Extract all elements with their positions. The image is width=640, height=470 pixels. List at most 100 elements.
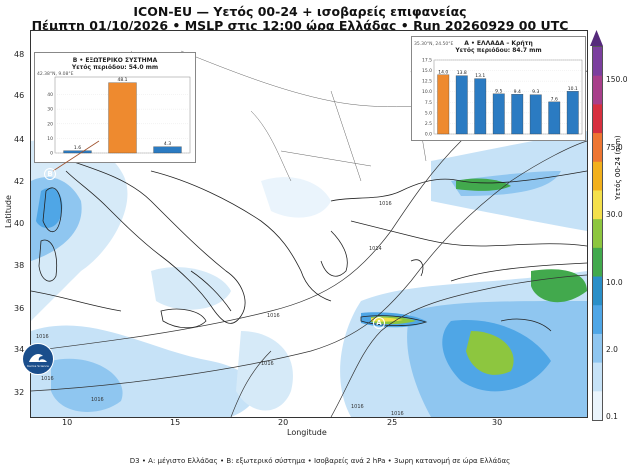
y-tick-label: 46 — [14, 91, 25, 100]
colorbar-segment — [593, 333, 602, 364]
inset-bar-label: 14.0 — [438, 69, 448, 75]
isobar-label: 1016 — [261, 361, 274, 367]
inset-bar — [492, 93, 505, 135]
x-tick-label: 15 — [170, 418, 181, 427]
inset-bar — [511, 94, 524, 135]
brand-logo: Kairos Science — [22, 343, 54, 375]
colorbar-label: 2.0 — [606, 345, 618, 354]
colorbar-segment — [593, 75, 602, 105]
inset-y-tick: 0.0 — [425, 132, 432, 138]
colorbar-segment — [593, 276, 602, 306]
inset-y-tick: 10 — [47, 136, 53, 142]
x-tick-label: 30 — [492, 418, 503, 427]
inset-y-tick: 17.5 — [422, 58, 432, 64]
y-tick-label: 34 — [14, 345, 25, 354]
marker-a[interactable]: Α — [373, 317, 385, 329]
colorbar-title: Υετός 00-24 (mm) — [614, 135, 622, 200]
inset-b-subtitle: Υετός περιόδου: 54.0 mm — [71, 64, 159, 71]
y-tick-label: 40 — [14, 219, 25, 228]
isobar-label: 1016 — [379, 201, 392, 207]
inset-y-tick: 7.5 — [425, 100, 432, 106]
inset-bar-label: 4.3 — [164, 141, 171, 147]
inset-b-chart: Β • ΕΞΩΤΕΡΙΚΟ ΣΥΣΤΗΜΑ Υετός περιόδου: 54… — [34, 52, 196, 163]
colorbar-extend-arrow — [590, 30, 603, 46]
isobar-label: 1016 — [391, 411, 404, 417]
inset-y-tick: 0 — [50, 151, 53, 157]
precipitation-shading — [31, 131, 587, 417]
inset-a-subtitle: Υετός περιόδου: 84.7 mm — [455, 47, 542, 54]
inset-y-tick: 12.5 — [422, 79, 432, 85]
isobar-label: 1016 — [41, 376, 54, 382]
colorbar-label: 150.0 — [606, 75, 628, 84]
inset-a-title: Α • ΕΛΛΑΔΑ – Κρήτη — [464, 40, 533, 47]
y-tick-label: 32 — [14, 388, 25, 397]
colorbar-segment — [593, 219, 602, 249]
isobar-label: 1016 — [351, 404, 364, 410]
colorbar — [592, 46, 603, 421]
x-tick-label: 25 — [387, 418, 398, 427]
colorbar-segment — [593, 104, 602, 134]
coastlines — [31, 160, 587, 332]
inset-b-coords: 42.38°N, 9.08°E — [37, 72, 74, 77]
inset-bar-label: 10.1 — [568, 86, 578, 92]
y-tick-label: 44 — [14, 135, 25, 144]
colorbar-label: 10.0 — [606, 278, 623, 287]
colorbar-label: 75.0 — [606, 143, 623, 152]
colorbar-segment — [593, 362, 602, 392]
y-tick-label: 42 — [14, 177, 25, 186]
inset-bar-label: 48.1 — [117, 77, 127, 83]
colorbar-scale — [593, 47, 602, 420]
colorbar-segment — [593, 47, 602, 77]
isobar-label: 1016 — [267, 313, 280, 319]
marker-b-label: Β — [47, 170, 53, 178]
inset-a-plot: 17.5 15.0 12.5 10.0 7.5 5.0 2.5 0.0 14.0 13.8 13.1… — [422, 58, 583, 138]
inset-bar-label: 1.6 — [74, 145, 81, 151]
colorbar-segment — [593, 161, 602, 191]
wave-icon — [29, 354, 47, 362]
logo-text: Kairos Science — [27, 364, 49, 368]
colorbar-segment — [593, 247, 602, 278]
inset-a-coords: 35.30°N, 24.50°E — [414, 42, 454, 47]
inset-y-tick: 20 — [47, 121, 53, 127]
map-subtitle: Πέμπτη 01/10/2026 • MSLP στις 12:00 ώρα … — [31, 18, 569, 33]
inset-y-tick: 15.0 — [422, 68, 432, 74]
y-tick-label: 38 — [14, 261, 25, 270]
inset-bar — [437, 74, 450, 135]
inset-b-title: Β • ΕΞΩΤΕΡΙΚΟ ΣΥΣΤΗΜΑ — [72, 57, 158, 64]
colorbar-segment — [593, 305, 602, 335]
inset-y-tick: 2.5 — [425, 121, 432, 127]
colorbar-segment — [593, 391, 602, 420]
x-axis-label: Longitude — [287, 428, 327, 437]
isobar-label: 1016 — [91, 397, 104, 403]
inset-bar-label: 9.3 — [532, 89, 539, 95]
colorbar-label: 0.1 — [606, 412, 618, 421]
inset-bar-label: 9.4 — [514, 89, 521, 95]
inset-y-tick: 10.0 — [422, 89, 432, 95]
inset-bar — [153, 146, 182, 154]
inset-bar — [108, 82, 137, 154]
marker-b[interactable]: Β — [44, 168, 56, 180]
x-tick-label: 10 — [62, 418, 73, 427]
y-tick-label: 36 — [14, 304, 25, 313]
inset-y-tick: 5.0 — [425, 110, 432, 116]
inset-bar — [548, 101, 561, 135]
colorbar-segment — [593, 133, 602, 163]
inset-bar — [474, 78, 487, 135]
isobar-label: 1014 — [369, 246, 382, 252]
inset-bar-label: 7.6 — [551, 96, 558, 102]
x-tick-label: 20 — [278, 418, 289, 427]
inset-bar — [566, 91, 579, 135]
isobar-label: 1016 — [36, 334, 49, 340]
inset-bar — [455, 75, 468, 135]
inset-y-tick: 30 — [47, 107, 53, 113]
inset-bar-label: 13.1 — [475, 73, 485, 79]
map-title: ICON-EU — Υετός 00-24 + ισοβαρείς επιφαν… — [133, 4, 467, 19]
precipitation-map[interactable]: 1016 1016 1016 1016 1016 1014 1016 1016 1016 Β •… — [30, 30, 588, 418]
inset-y-tick: 40 — [47, 92, 53, 98]
map-canvas — [31, 50, 587, 417]
inset-bar-label: 9.5 — [495, 88, 502, 94]
y-tick-label: 48 — [14, 50, 25, 59]
footer-note: D3 • Α: μέγιστο Ελλάδας • Β: εξωτερικό σ… — [129, 457, 511, 465]
inset-b-plot: 40 30 20 10 0 1.6 48.1 4.3 — [47, 76, 191, 157]
colorbar-label: 30.0 — [606, 210, 623, 219]
